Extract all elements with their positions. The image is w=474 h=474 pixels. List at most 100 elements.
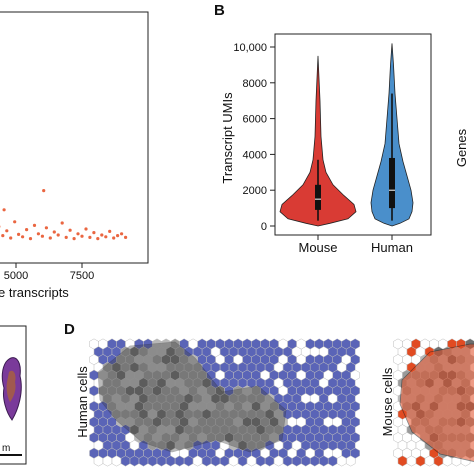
panel-a-point-48	[42, 189, 46, 193]
panel-a-points	[0, 189, 128, 241]
panel-a-point-31	[60, 221, 64, 225]
panel-a-point-23	[28, 237, 33, 241]
mouse-spot-128	[397, 455, 408, 467]
panel-a-point-49	[2, 208, 6, 212]
panel-a-point-34	[72, 237, 76, 241]
human-spot-469	[327, 455, 338, 467]
panel-c-scale-text: m	[2, 443, 10, 454]
panel-c-tissue-core	[6, 370, 16, 402]
panel-a-point-42	[104, 235, 108, 239]
panel-a-point-25	[36, 232, 41, 236]
panel-a-tick-label-7500: 7500	[70, 270, 94, 282]
panel-b-ytick-label-4: 8000	[243, 78, 267, 90]
panel-d-mouse-spot-map	[393, 338, 474, 467]
human-spot-446	[120, 455, 131, 467]
panel-a-point-16	[1, 234, 5, 238]
panel-b-ytick-label-1: 2000	[243, 185, 267, 197]
human-spot-467	[309, 455, 320, 467]
panel-a-point-43	[108, 229, 112, 233]
panel-a-point-29	[52, 230, 56, 234]
panel-b-ytick-label-3: 6000	[243, 114, 267, 126]
human-spot-471	[345, 455, 356, 467]
human-spot-452	[174, 455, 185, 467]
human-spot-466	[300, 455, 311, 467]
panel-b-ylabel: Transcript UMIs	[220, 92, 235, 184]
panel-b-frame	[274, 33, 432, 236]
human-spot-462	[264, 455, 275, 467]
panel-a-point-17	[5, 229, 9, 233]
panel-a-point-35	[76, 232, 80, 236]
human-spot-450	[156, 455, 167, 467]
panel-a-point-28	[48, 236, 52, 240]
mouse-tissue-overlay	[399, 343, 474, 462]
panel-b-x-axis: Mouse Human	[298, 235, 413, 255]
panel-a-point-21	[21, 235, 25, 239]
panel-b-xtick-label-1: Human	[371, 240, 413, 255]
panel-a-point-19	[13, 220, 17, 224]
panel-b: B Transcript UMIs 0 2000 4000 6000 8000 10,00…	[214, 2, 469, 255]
human-spot-444	[102, 455, 113, 467]
mouse-spot-130	[415, 455, 426, 467]
human-spot-448	[138, 455, 149, 467]
panel-a-point-24	[32, 223, 37, 227]
panel-a-point-41	[100, 233, 104, 237]
panel-a-point-27	[44, 226, 49, 230]
panel-a-point-46	[120, 232, 124, 236]
panel-c-frame	[0, 325, 27, 465]
human-spot-458	[228, 455, 239, 467]
human-spot-468	[318, 455, 329, 467]
violin-mouse	[279, 55, 357, 227]
panel-b-label: B	[214, 2, 225, 19]
box-human	[389, 157, 395, 209]
panel-d-label: D	[64, 321, 75, 338]
human-spot-449	[147, 455, 158, 467]
panel-d-human-spot-map	[89, 338, 360, 467]
human-spot-445	[111, 455, 122, 467]
human-spot-451	[165, 455, 176, 467]
mouse-spot-131	[424, 455, 435, 467]
human-tissue-overlay	[97, 341, 287, 453]
panel-a-point-33	[68, 228, 72, 232]
panel-a-point-32	[64, 235, 68, 239]
panel-a-point-26	[40, 234, 45, 238]
panel-a-point-20	[17, 232, 21, 236]
panel-a-point-30	[56, 233, 60, 237]
human-spot-460	[246, 455, 257, 467]
panel-d-left-title: Human cells	[75, 366, 90, 438]
human-spot-443	[93, 455, 104, 467]
panel-a-tick-label-5000: 5000	[4, 270, 28, 282]
panel-a-point-18	[9, 236, 13, 240]
human-spot-454	[192, 455, 203, 467]
panel-a-point-40	[96, 237, 100, 241]
human-spot-455	[201, 455, 212, 467]
panel-a-frame	[0, 11, 149, 264]
panel-d: D Human cells Mouse cells	[64, 321, 474, 467]
human-spot-464	[282, 455, 293, 467]
panel-b-y-axis: 0 2000 4000 6000 8000 10,000	[233, 42, 275, 233]
panel-b-side-label: Genes	[454, 128, 469, 167]
human-spot-459	[237, 455, 248, 467]
panel-a-point-37	[84, 227, 88, 231]
panel-a: 5000 7500 e transcripts	[0, 11, 149, 300]
human-spot-470	[336, 455, 347, 467]
panel-b-violins	[279, 43, 414, 227]
human-spot-456	[210, 455, 221, 467]
human-spot-461	[255, 455, 266, 467]
human-spot-453	[183, 455, 194, 467]
human-spot-457	[219, 455, 230, 467]
panel-b-ytick-label-0: 0	[261, 221, 267, 233]
panel-c: m	[0, 325, 27, 465]
panel-a-xlabel: e transcripts	[0, 285, 69, 300]
panel-a-point-44	[112, 236, 116, 240]
box-mouse	[315, 184, 321, 210]
human-spot-465	[291, 455, 302, 467]
panel-b-ytick-label-2: 4000	[243, 149, 267, 161]
human-spot-463	[273, 455, 284, 467]
mouse-spot-132	[433, 455, 444, 467]
panel-a-point-38	[88, 235, 92, 239]
panel-a-point-45	[116, 234, 120, 238]
panel-a-point-39	[92, 231, 96, 235]
human-spot-447	[129, 455, 140, 467]
mouse-spot-129	[406, 455, 417, 467]
